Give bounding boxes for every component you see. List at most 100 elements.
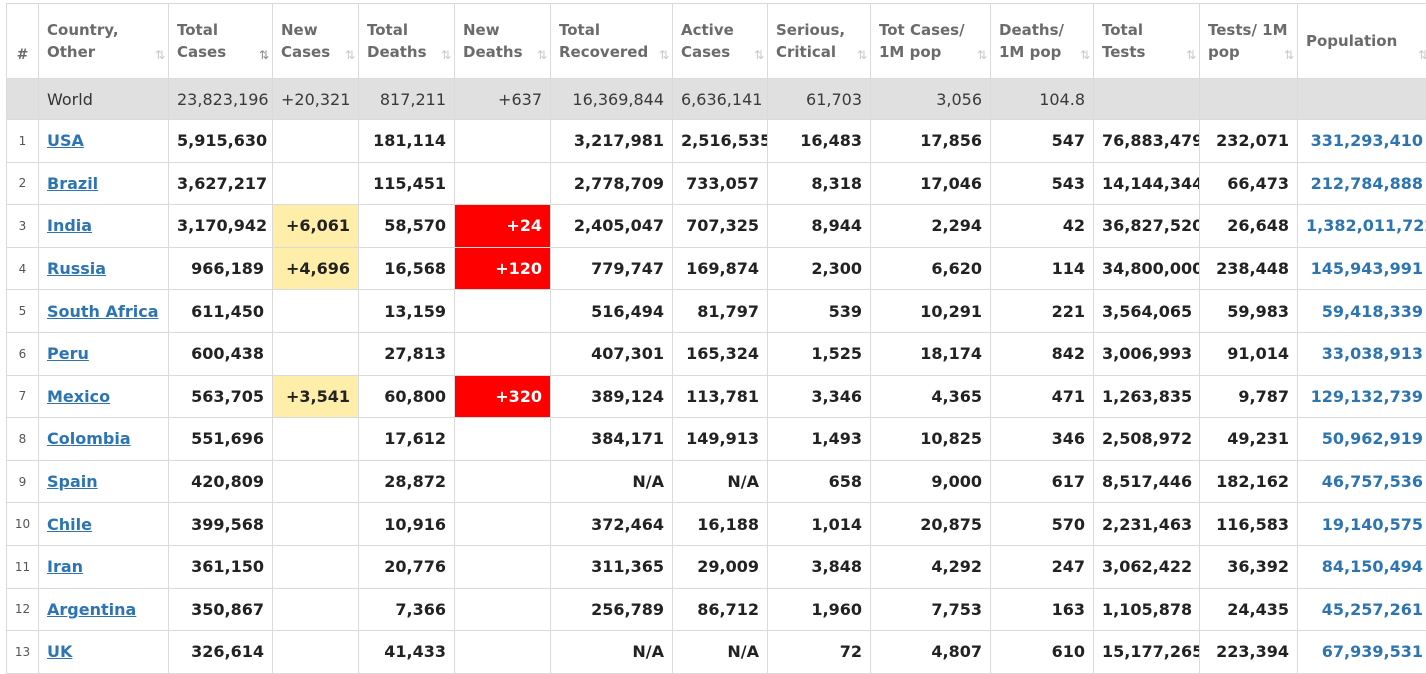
cell-new-cases: +6,061: [273, 205, 359, 248]
column-header-new-cases[interactable]: New Cases⇅: [273, 4, 359, 79]
cell-rank: 9: [7, 460, 39, 503]
cell-total-tests: 36,827,520: [1094, 205, 1200, 248]
sort-icon[interactable]: ⇅: [857, 44, 864, 66]
cell-rank: 12: [7, 588, 39, 631]
country-link[interactable]: Chile: [47, 515, 92, 534]
cell-new-cases: [273, 290, 359, 333]
cell-total-tests: 2,508,972: [1094, 418, 1200, 461]
column-header-label: Population: [1306, 30, 1423, 52]
cell-total-recovered: 2,778,709: [551, 162, 673, 205]
cell-serious: 658: [768, 460, 871, 503]
sort-icon[interactable]: ⇅: [977, 44, 984, 66]
column-header-label: Total Recovered: [559, 19, 664, 63]
cell-rank: [7, 79, 39, 120]
country-link[interactable]: Brazil: [47, 174, 98, 193]
cell-total-deaths: 60,800: [359, 375, 455, 418]
cell-active-cases: 16,188: [673, 503, 768, 546]
cell-cases-per-m: 10,825: [871, 418, 991, 461]
cell-new-deaths: +320: [455, 375, 551, 418]
column-header-active-cases[interactable]: Active Cases⇅: [673, 4, 768, 79]
cell-serious: 3,346: [768, 375, 871, 418]
column-header-total-cases[interactable]: Total Cases⇅: [169, 4, 273, 79]
cell-cases-per-m: 4,292: [871, 545, 991, 588]
column-header-total-tests[interactable]: Total Tests⇅: [1094, 4, 1200, 79]
country-link[interactable]: Colombia: [47, 429, 131, 448]
cell-new-deaths: [455, 545, 551, 588]
column-header-serious[interactable]: Serious, Critical⇅: [768, 4, 871, 79]
cell-deaths-per-m: 42: [991, 205, 1094, 248]
covid-stats-table: #Country, Other⇅Total Cases⇅New Cases⇅To…: [6, 3, 1426, 674]
cell-deaths-per-m: 114: [991, 247, 1094, 290]
cell-population: 46,757,536: [1298, 460, 1426, 503]
sort-icon[interactable]: ⇅: [1284, 44, 1291, 66]
cell-population: [1298, 79, 1426, 120]
cell-new-cases: [273, 332, 359, 375]
column-header-deaths-per-m[interactable]: Deaths/ 1M pop⇅: [991, 4, 1094, 79]
column-header-total-recovered[interactable]: Total Recovered⇅: [551, 4, 673, 79]
cell-total-recovered: 256,789: [551, 588, 673, 631]
cell-cases-per-m: 4,365: [871, 375, 991, 418]
cell-total-cases: 5,915,630: [169, 120, 273, 163]
cell-deaths-per-m: 471: [991, 375, 1094, 418]
column-header-new-deaths[interactable]: New Deaths⇅: [455, 4, 551, 79]
cell-new-deaths: +120: [455, 247, 551, 290]
country-link[interactable]: Iran: [47, 557, 83, 576]
country-link[interactable]: South Africa: [47, 302, 159, 321]
sort-icon[interactable]: ⇅: [659, 44, 666, 66]
country-link[interactable]: Argentina: [47, 600, 136, 619]
sort-icon[interactable]: ⇅: [259, 44, 266, 66]
sort-icon[interactable]: ⇅: [155, 44, 162, 66]
cell-tests-per-m: 9,787: [1200, 375, 1298, 418]
cell-total-tests: 3,564,065: [1094, 290, 1200, 333]
cell-new-deaths: +24: [455, 205, 551, 248]
cell-rank: 6: [7, 332, 39, 375]
cell-country: USA: [39, 120, 169, 163]
cell-total-recovered: 407,301: [551, 332, 673, 375]
cell-total-tests: 15,177,265: [1094, 631, 1200, 674]
sort-icon[interactable]: ⇅: [1080, 44, 1087, 66]
cell-total-deaths: 58,570: [359, 205, 455, 248]
country-link[interactable]: UK: [47, 642, 72, 661]
cell-total-tests: 3,062,422: [1094, 545, 1200, 588]
cell-cases-per-m: 2,294: [871, 205, 991, 248]
cell-serious: 8,318: [768, 162, 871, 205]
column-header-total-deaths[interactable]: Total Deaths⇅: [359, 4, 455, 79]
cell-tests-per-m: 91,014: [1200, 332, 1298, 375]
cell-country: Russia: [39, 247, 169, 290]
cell-total-recovered: 2,405,047: [551, 205, 673, 248]
cell-new-cases: +3,541: [273, 375, 359, 418]
country-link[interactable]: Russia: [47, 259, 106, 278]
cell-serious: 1,493: [768, 418, 871, 461]
cell-active-cases: N/A: [673, 631, 768, 674]
cell-population: 67,939,531: [1298, 631, 1426, 674]
sort-icon[interactable]: ⇅: [1418, 44, 1425, 66]
cell-country: Spain: [39, 460, 169, 503]
column-header-country[interactable]: Country, Other⇅: [39, 4, 169, 79]
country-link[interactable]: India: [47, 216, 92, 235]
country-link[interactable]: Spain: [47, 472, 98, 491]
country-link[interactable]: Peru: [47, 344, 89, 363]
column-header-tests-per-m[interactable]: Tests/ 1M pop⇅: [1200, 4, 1298, 79]
sort-icon[interactable]: ⇅: [537, 44, 544, 66]
cell-total-tests: 2,231,463: [1094, 503, 1200, 546]
country-link[interactable]: Mexico: [47, 387, 110, 406]
country-link[interactable]: USA: [47, 131, 84, 150]
cell-total-cases: 361,150: [169, 545, 273, 588]
sort-icon[interactable]: ⇅: [345, 44, 352, 66]
column-header-population[interactable]: Population⇅: [1298, 4, 1426, 79]
column-header-cases-per-m[interactable]: Tot Cases/ 1M pop⇅: [871, 4, 991, 79]
sort-icon[interactable]: ⇅: [1186, 44, 1193, 66]
cell-total-tests: 8,517,446: [1094, 460, 1200, 503]
cell-tests-per-m: 238,448: [1200, 247, 1298, 290]
cell-country: World: [39, 79, 169, 120]
cell-deaths-per-m: 221: [991, 290, 1094, 333]
cell-total-deaths: 7,366: [359, 588, 455, 631]
sort-icon[interactable]: ⇅: [441, 44, 448, 66]
cell-cases-per-m: 7,753: [871, 588, 991, 631]
cell-cases-per-m: 9,000: [871, 460, 991, 503]
cell-new-cases: [273, 503, 359, 546]
cell-active-cases: N/A: [673, 460, 768, 503]
sort-icon[interactable]: ⇅: [754, 44, 761, 66]
